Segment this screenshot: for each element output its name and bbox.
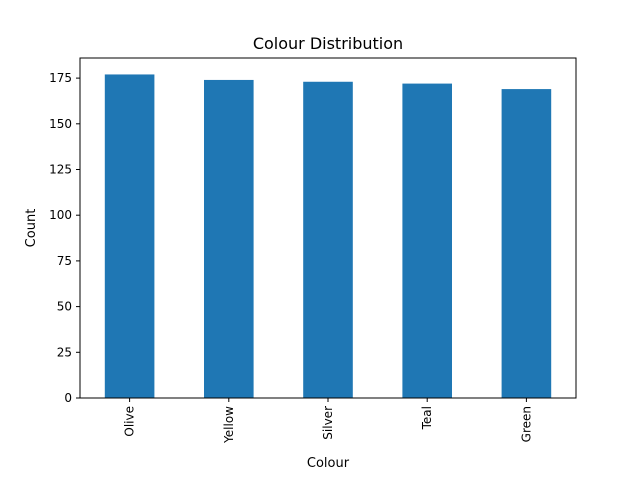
bar-green [501,89,552,398]
x-tick-label-green: Green [519,406,533,442]
bar-teal [402,83,452,398]
x-axis-label: Colour [307,456,350,471]
y-tick-label: 75 [57,254,72,268]
y-tick-label: 0 [64,391,72,405]
bar-silver [303,81,353,398]
x-tick-label-olive: Olive [123,406,137,437]
x-tick-label-yellow: Yellow [222,406,236,444]
chart-title: Colour Distribution [253,34,403,53]
y-tick-label: 175 [49,71,72,85]
bar-yellow [204,79,254,398]
y-tick-label: 150 [49,117,72,131]
plot-frame [79,57,577,399]
x-tick-label-silver: Silver [321,406,335,440]
y-tick-label: 100 [49,208,72,222]
y-tick-label: 25 [57,345,72,359]
bar-olive [104,74,155,398]
y-tick-label: 125 [49,163,72,177]
plot-area: 0 25 50 75 100 125 150 175 Olive Yellow Silver Teal… [49,71,552,444]
x-tick-label-teal: Teal [420,406,434,430]
y-axis-label: Count [24,209,39,248]
y-tick-label: 50 [57,300,72,314]
